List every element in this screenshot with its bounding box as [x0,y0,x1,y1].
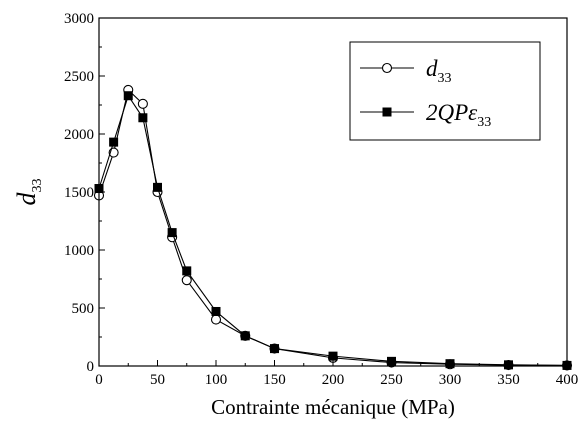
data-point [211,306,221,316]
y-axis-title-sub: 33 [30,179,45,193]
x-tick-label: 200 [322,372,345,388]
x-tick-label: 250 [380,372,403,388]
data-point [123,91,133,101]
data-point [153,182,162,192]
legend-swatch-marker [382,107,392,117]
y-tick-label: 3000 [64,11,94,27]
data-point [181,275,192,286]
x-tick-label: 150 [263,372,286,388]
data-point [182,266,192,276]
x-axis-title: Contrainte mécanique (MPa) [211,395,455,419]
data-point [328,351,338,361]
data-point [109,137,119,147]
y-tick-label: 500 [72,301,95,317]
data-point [138,113,148,123]
series-layer [93,84,573,371]
legend-label-main: d [426,56,438,81]
y-axis-ticks: 0 500 1000 1500 2000 2500 3000 [64,11,105,375]
x-axis-ticks: 0 50 100 150 200 250 300 350 400 [95,360,578,388]
legend-label-main: 2QPε [426,100,478,125]
x-tick-label: 0 [95,372,103,388]
x-tick-label: 50 [150,372,165,388]
y-tick-label: 1000 [64,243,94,259]
legend-label: 2QPε33 [426,100,491,130]
y-axis-title: d33 [12,179,45,206]
legend-swatch-marker [381,62,393,74]
x-tick-label: 100 [205,372,228,388]
data-point [210,314,222,325]
x-tick-label: 300 [439,372,462,388]
y-tick-label: 1500 [64,185,94,201]
data-point [240,331,250,341]
legend-label: d33 [426,56,452,86]
x-tick-label: 350 [497,372,520,388]
data-point [270,344,279,354]
legend-entry: d33 [360,56,452,86]
legend-label-sub: 33 [438,71,452,86]
y-axis-title-main: d [12,192,41,206]
legend-label-sub: 33 [477,115,491,130]
y-tick-label: 2000 [64,127,94,143]
x-tick-label: 400 [556,372,579,388]
data-point [167,228,177,238]
data-point [137,98,148,109]
y-tick-label: 2500 [64,69,94,85]
legend-box [349,41,541,141]
legend-entry: 2QPε33 [360,100,491,130]
y-tick-label: 0 [87,359,95,375]
